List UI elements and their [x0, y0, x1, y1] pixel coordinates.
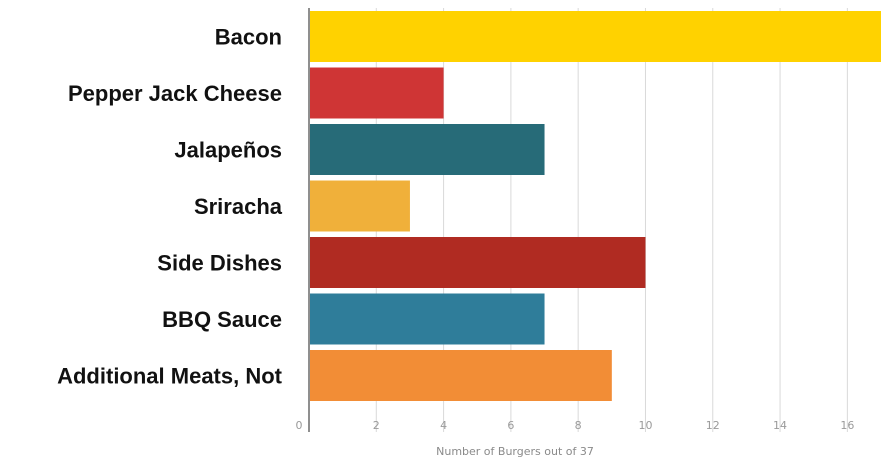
category-label: Bacon: [215, 25, 282, 50]
bar: [309, 124, 545, 175]
x-axis-title: Number of Burgers out of 37: [436, 445, 594, 458]
x-tick-label: 10: [638, 419, 652, 432]
x-tick-label: 14: [773, 419, 787, 432]
x-tick-label: 0: [296, 419, 303, 432]
x-tick-labels: 0 2 4 6 8 10 12 14 16: [296, 419, 855, 432]
x-tick-label: 12: [706, 419, 720, 432]
category-label: Additional Meats, Not: [57, 364, 283, 389]
x-tick-label: 2: [373, 419, 380, 432]
bar: [309, 180, 410, 232]
category-label: Sriracha: [194, 194, 283, 219]
category-label: Pepper Jack Cheese: [68, 81, 282, 106]
bar: [309, 67, 444, 119]
category-labels: Bacon Pepper Jack Cheese Jalapeños Sriracha…: [57, 25, 283, 389]
x-tick-label: 8: [575, 419, 582, 432]
bar: [309, 293, 545, 345]
bars: [309, 11, 881, 401]
bar: [309, 237, 646, 288]
category-label: Jalapeños: [174, 138, 282, 163]
x-tick-label: 4: [440, 419, 447, 432]
x-tick-label: 16: [840, 419, 854, 432]
bar: [309, 350, 612, 401]
category-label: BBQ Sauce: [162, 307, 282, 332]
bar: [309, 11, 881, 62]
x-tick-label: 6: [507, 419, 514, 432]
category-label: Side Dishes: [157, 251, 282, 276]
